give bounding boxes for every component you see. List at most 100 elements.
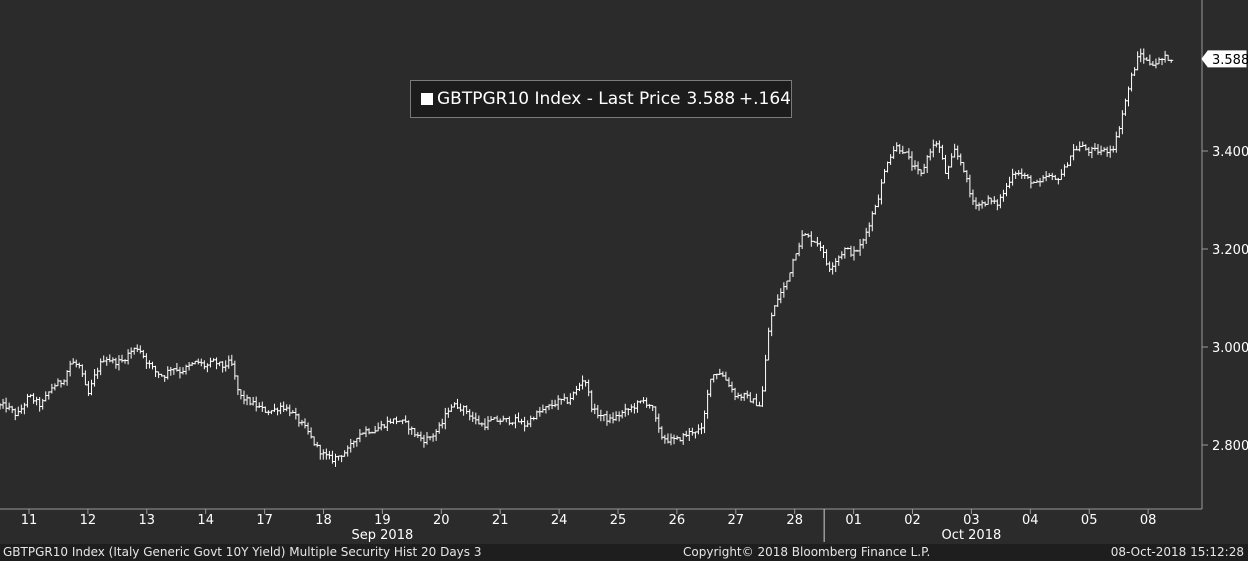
price-bar: [367, 428, 372, 435]
price-bar: [141, 349, 146, 359]
price-bar: [333, 453, 338, 467]
price-bar: [507, 416, 512, 426]
price-bar: [970, 189, 975, 205]
price-bar: [946, 165, 951, 180]
price-bars: [0, 48, 1174, 467]
price-bar: [583, 380, 588, 387]
price-bar: [324, 448, 329, 460]
price-bar: [443, 407, 448, 430]
price-bar: [425, 431, 429, 445]
price-bar: [1117, 126, 1122, 138]
price-bar: [31, 393, 36, 404]
price-bar: [449, 404, 454, 412]
price-bar: [516, 412, 521, 423]
price-bar: [629, 404, 634, 413]
price-bar: [580, 375, 585, 390]
price-bar: [699, 422, 704, 435]
price-bar: [577, 382, 582, 392]
price-bar: [0, 403, 2, 410]
price-bar: [1068, 155, 1073, 167]
y-tick-label: 3.400: [1212, 145, 1248, 160]
price-bar: [769, 312, 774, 337]
price-bar: [321, 449, 326, 460]
price-bar: [540, 404, 545, 413]
price-bar: [357, 429, 362, 443]
x-axis: 11 12 13 14 17 18 19 20 21 24 25 26 27 28 01 02 03 04 05 08…: [21, 509, 1156, 543]
x-tick-label: 01: [845, 513, 862, 528]
price-bar: [98, 358, 103, 376]
footer-bar: GBTPGR10 Index (Italy Generic Govt 10Y Y…: [0, 544, 1248, 561]
price-bar: [617, 411, 622, 422]
price-bar: [839, 251, 844, 260]
price-bar: [1169, 59, 1174, 63]
price-bar: [791, 258, 795, 278]
price-bar: [418, 431, 423, 442]
legend-box: GBTPGR10 Index - Last Price 3.588 +.164: [410, 80, 792, 118]
price-bar: [1071, 144, 1076, 161]
price-bar: [586, 379, 591, 397]
price-bar: [1138, 48, 1143, 63]
price-bar: [928, 148, 933, 161]
price-bar: [13, 408, 18, 421]
price-bar: [7, 402, 12, 411]
price-bar: [778, 288, 783, 304]
price-bar: [672, 434, 677, 445]
price-bar: [95, 367, 100, 379]
price-bar: [766, 327, 771, 361]
price-bar: [669, 433, 673, 446]
price-bar: [336, 455, 341, 461]
price-bar: [135, 344, 140, 352]
price-bar: [306, 422, 311, 435]
price-bar: [974, 197, 978, 210]
price-bar: [653, 406, 658, 422]
price-bar: [348, 438, 353, 453]
price-bar: [104, 356, 109, 366]
price-bar: [431, 433, 436, 442]
price-bar: [1126, 86, 1131, 107]
price-bar: [113, 357, 118, 369]
price-bar: [1056, 177, 1061, 185]
price-bar: [815, 236, 820, 247]
price-bar: [394, 416, 399, 425]
price-bar: [906, 148, 911, 160]
price-bar: [1086, 147, 1091, 157]
month-label: Oct 2018: [942, 528, 1002, 543]
price-bar: [1038, 177, 1043, 187]
footer-timestamp: 08-Oct-2018 15:12:28: [1110, 545, 1244, 559]
price-bar: [144, 353, 149, 369]
price-bar: [1010, 168, 1015, 186]
price-bar: [1, 398, 6, 409]
price-bar: [260, 401, 265, 412]
price-bar: [620, 410, 625, 419]
price-bar: [1004, 183, 1009, 197]
price-bar: [434, 429, 439, 441]
price-bar: [693, 431, 698, 439]
price-bar: [68, 360, 73, 377]
price-bar: [897, 144, 902, 154]
price-bar: [196, 358, 201, 365]
price-bar: [601, 414, 606, 422]
price-bar: [315, 441, 320, 448]
price-bar: [885, 161, 890, 173]
x-tick-label: 28: [786, 513, 803, 528]
price-bar: [272, 403, 277, 412]
price-bar: [852, 246, 856, 261]
last-value-marker: 3.588: [1201, 50, 1248, 68]
price-bar: [46, 391, 51, 400]
legend-last-price: 3.588: [686, 89, 736, 109]
price-bar: [550, 399, 555, 410]
price-bar: [833, 258, 838, 273]
month-label: Sep 2018: [352, 528, 414, 543]
price-bar: [254, 396, 259, 412]
price-bar: [784, 280, 789, 290]
price-bar: [690, 427, 695, 436]
x-tick-label: 02: [904, 513, 921, 528]
price-bar: [278, 402, 283, 415]
price-bar: [226, 355, 231, 369]
price-bar: [830, 262, 835, 275]
price-bar: [37, 396, 42, 412]
price-bar: [980, 200, 985, 209]
price-bar: [1092, 143, 1097, 151]
price-bar: [388, 418, 393, 424]
price-bar: [876, 194, 881, 208]
